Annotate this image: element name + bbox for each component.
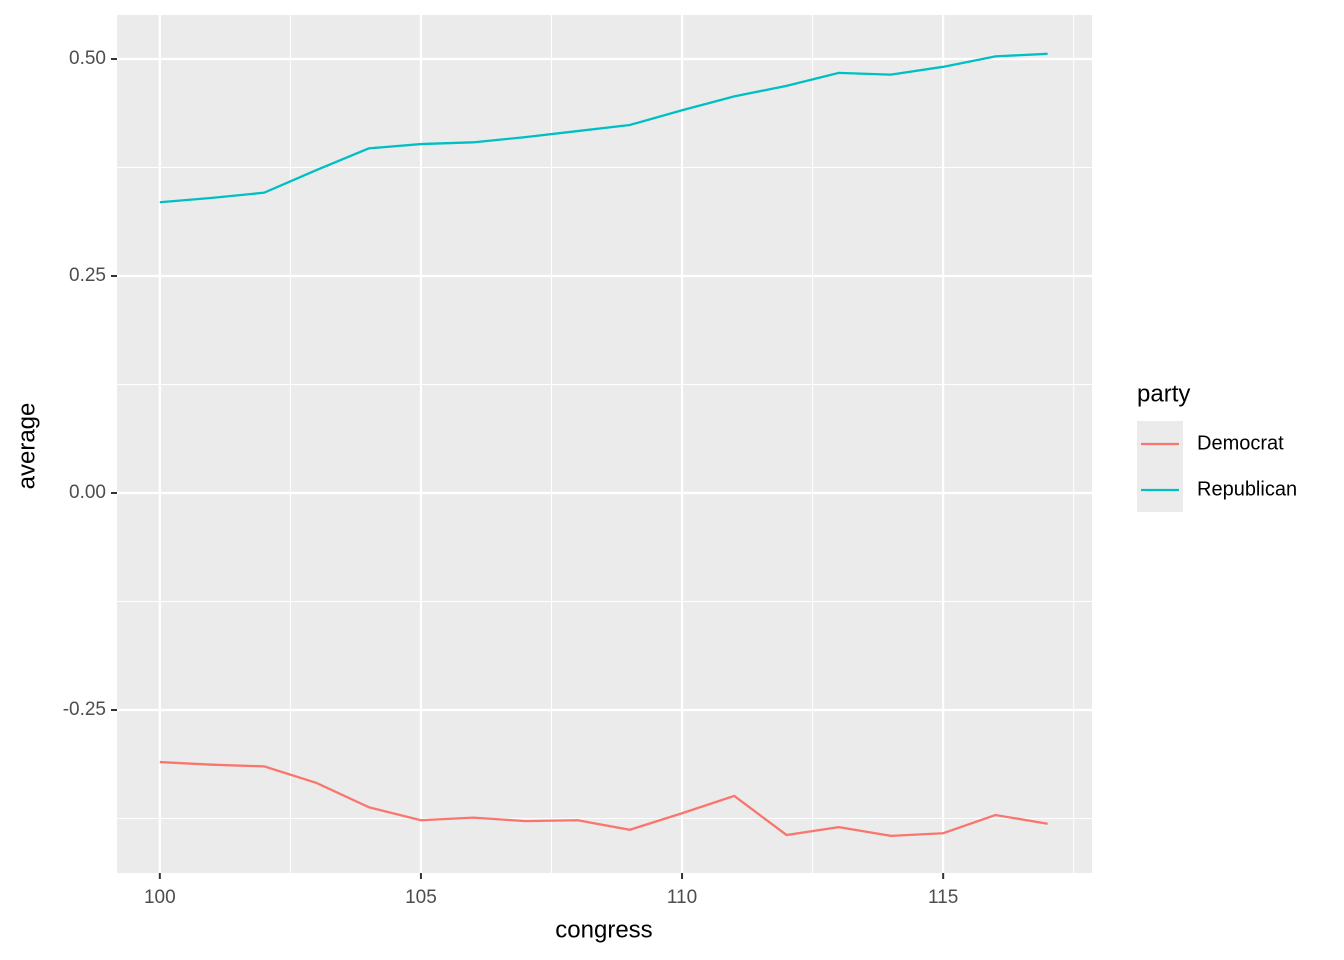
y-tick-label: 0.00	[69, 482, 106, 503]
y-tick-label: 0.25	[69, 265, 106, 286]
x-tick-label: 115	[928, 887, 958, 908]
legend-label: Republican	[1197, 478, 1297, 500]
y-tick-label: -0.25	[63, 699, 106, 720]
legend-label: Democrat	[1197, 432, 1284, 454]
series-line	[159, 52, 1048, 204]
x-tick-label: 100	[144, 887, 176, 908]
series-line	[159, 760, 1048, 838]
legend-title: party	[1137, 380, 1190, 407]
legend-keys	[1137, 421, 1183, 512]
grid	[117, 15, 1092, 873]
panel	[117, 15, 1092, 873]
x-tick-label: 105	[405, 887, 437, 908]
x-tick-label: 110	[667, 887, 697, 908]
x-axis-title: congress	[555, 916, 652, 943]
y-tick-label: 0.50	[69, 48, 106, 69]
lines	[159, 52, 1048, 838]
y-axis-title: average	[13, 403, 40, 490]
